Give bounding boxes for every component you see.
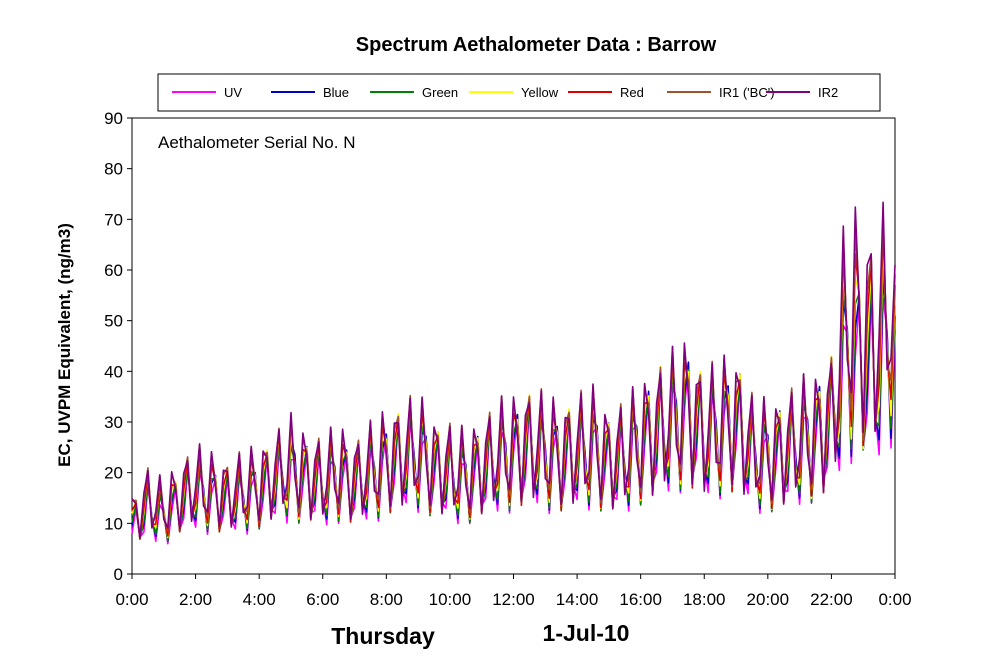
y-tick-label: 60 — [104, 261, 123, 280]
series-lines — [131, 201, 896, 545]
x-tick-label: 0:00 — [878, 590, 911, 609]
y-tick-label: 50 — [104, 312, 123, 331]
x-tick-label: 14:00 — [556, 590, 599, 609]
y-ticks: 0 10 20 30 40 50 60 70 80 90 — [104, 109, 132, 584]
legend-item-ir1-bc: IR1 ('BC') — [667, 85, 775, 100]
legend-label: Green — [422, 85, 458, 100]
x-tick-label: 12:00 — [492, 590, 535, 609]
legend-item-blue: Blue — [271, 85, 349, 100]
y-tick-label: 0 — [114, 565, 123, 584]
x-tick-label: 0:00 — [115, 590, 148, 609]
plot-area — [131, 117, 896, 575]
legend-item-green: Green — [370, 85, 458, 100]
legend-label: IR2 — [818, 85, 838, 100]
plot-frame — [131, 117, 896, 575]
legend: UV Blue Green Yellow Red IR1 ('BC') IR2 — [157, 73, 881, 112]
x-tick-label: 10:00 — [429, 590, 472, 609]
chart-title: Spectrum Aethalometer Data : Barrow — [356, 34, 717, 56]
legend-items: UV Blue Green Yellow Red IR1 ('BC') IR2 — [172, 85, 838, 100]
legend-label: Red — [620, 85, 644, 100]
y-axis-title: EC, UVPM Equivalent, (ng/m3) — [55, 223, 74, 467]
legend-item-yellow: Yellow — [469, 85, 559, 100]
y-tick-label: 70 — [104, 210, 123, 229]
x-tick-label: 18:00 — [683, 590, 726, 609]
x-ticks: 0:00 2:00 4:00 6:00 8:00 10:00 12:00 14:00 16:00… — [115, 574, 912, 609]
x-tick-label: 8:00 — [370, 590, 403, 609]
x-tick-label: 20:00 — [747, 590, 790, 609]
date-label: 1-Jul-10 — [543, 620, 630, 646]
legend-label: Blue — [323, 85, 349, 100]
y-axis-label: EC, UVPM Equivalent, (ng/m3) — [55, 223, 74, 467]
x-tick-label: 16:00 — [619, 590, 662, 609]
y-tick-label: 20 — [104, 464, 123, 483]
x-tick-label: 6:00 — [306, 590, 339, 609]
y-tick-label: 10 — [104, 514, 123, 533]
y-tick-label: 80 — [104, 160, 123, 179]
series-line-ir2 — [131, 201, 896, 539]
x-axis-label: Thursday — [331, 623, 435, 649]
legend-label: UV — [224, 85, 242, 100]
legend-item-ir2: IR2 — [766, 85, 838, 100]
legend-label: Yellow — [521, 85, 559, 100]
y-tick-label: 40 — [104, 362, 123, 381]
x-tick-label: 4:00 — [243, 590, 276, 609]
y-tick-label: 30 — [104, 413, 123, 432]
x-tick-label: 2:00 — [179, 590, 212, 609]
legend-label: IR1 ('BC') — [719, 85, 775, 100]
serial-annotation: Aethalometer Serial No. N — [158, 133, 355, 152]
legend-item-uv: UV — [172, 85, 242, 100]
legend-item-red: Red — [568, 85, 644, 100]
y-tick-label: 90 — [104, 109, 123, 128]
x-tick-label: 22:00 — [810, 590, 853, 609]
